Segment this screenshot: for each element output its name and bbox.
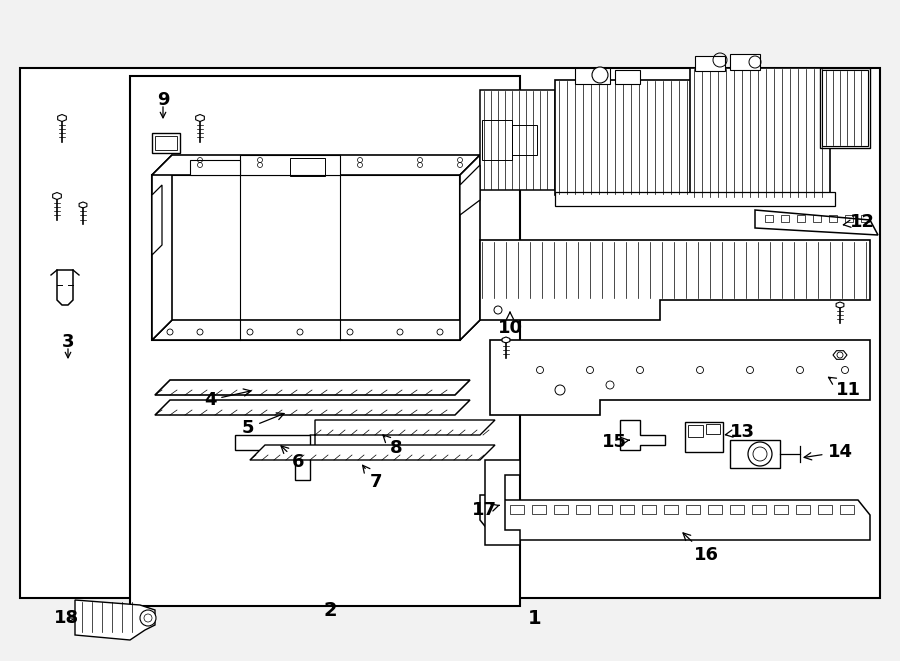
Polygon shape xyxy=(79,202,87,208)
Polygon shape xyxy=(75,600,155,640)
Bar xyxy=(695,56,725,71)
Bar xyxy=(706,424,720,434)
Bar xyxy=(818,505,832,514)
Text: 8: 8 xyxy=(383,435,402,457)
Polygon shape xyxy=(155,400,470,415)
Polygon shape xyxy=(190,160,240,175)
Text: 15: 15 xyxy=(601,433,629,451)
Polygon shape xyxy=(310,420,495,450)
Bar xyxy=(708,505,722,514)
Polygon shape xyxy=(235,435,310,480)
Polygon shape xyxy=(152,155,172,340)
Bar xyxy=(730,505,744,514)
Bar xyxy=(797,215,805,222)
Text: 16: 16 xyxy=(683,533,718,564)
Bar xyxy=(555,192,835,206)
Text: 5: 5 xyxy=(242,413,284,437)
Bar xyxy=(690,68,830,198)
Text: 7: 7 xyxy=(363,465,382,491)
Bar xyxy=(688,425,703,437)
Bar xyxy=(532,505,546,514)
Polygon shape xyxy=(460,155,480,340)
Polygon shape xyxy=(240,155,340,175)
Polygon shape xyxy=(480,240,870,320)
Bar xyxy=(555,80,695,195)
Bar xyxy=(620,505,634,514)
Bar xyxy=(796,505,810,514)
Bar xyxy=(155,136,177,150)
Bar xyxy=(752,505,766,514)
Polygon shape xyxy=(485,460,520,545)
Bar xyxy=(615,70,640,84)
Bar xyxy=(861,215,869,222)
Text: 14: 14 xyxy=(804,443,852,461)
Bar xyxy=(686,505,700,514)
Text: 3: 3 xyxy=(62,333,74,351)
Text: 10: 10 xyxy=(498,312,523,337)
Text: 4: 4 xyxy=(203,389,251,409)
Bar xyxy=(774,505,788,514)
Bar xyxy=(664,505,678,514)
Bar xyxy=(820,68,870,148)
Polygon shape xyxy=(755,210,878,235)
Bar xyxy=(642,505,656,514)
Polygon shape xyxy=(152,320,480,340)
Bar xyxy=(598,505,612,514)
Bar xyxy=(822,70,868,146)
Bar xyxy=(730,54,760,70)
Text: 17: 17 xyxy=(472,501,500,519)
Bar xyxy=(576,505,590,514)
Polygon shape xyxy=(502,337,510,343)
Text: 11: 11 xyxy=(829,377,860,399)
Circle shape xyxy=(748,442,772,466)
Bar xyxy=(829,215,837,222)
Bar xyxy=(781,215,789,222)
Bar xyxy=(845,215,853,222)
Bar xyxy=(575,68,610,84)
Text: 12: 12 xyxy=(843,213,875,231)
Bar xyxy=(482,120,512,160)
Polygon shape xyxy=(152,175,460,340)
Polygon shape xyxy=(152,155,480,175)
Polygon shape xyxy=(250,445,495,460)
Text: 1: 1 xyxy=(528,609,542,627)
Polygon shape xyxy=(58,114,67,122)
Bar xyxy=(510,505,524,514)
Bar xyxy=(130,76,520,606)
Circle shape xyxy=(592,67,608,83)
Polygon shape xyxy=(155,380,470,395)
Bar xyxy=(554,505,568,514)
Bar xyxy=(512,125,537,155)
Bar xyxy=(813,215,821,222)
Bar xyxy=(765,215,773,222)
Polygon shape xyxy=(490,340,870,415)
Bar xyxy=(20,68,880,598)
Polygon shape xyxy=(833,351,847,360)
Bar xyxy=(152,133,180,153)
Bar xyxy=(290,158,325,176)
Text: 13: 13 xyxy=(725,423,754,441)
Bar xyxy=(730,440,780,468)
Text: 6: 6 xyxy=(281,446,304,471)
Polygon shape xyxy=(53,192,61,200)
Circle shape xyxy=(140,610,156,626)
Bar xyxy=(840,505,854,514)
Polygon shape xyxy=(195,114,204,122)
Polygon shape xyxy=(460,165,480,215)
Polygon shape xyxy=(620,420,665,450)
Polygon shape xyxy=(836,302,844,308)
Text: 9: 9 xyxy=(157,91,169,109)
Polygon shape xyxy=(152,185,162,255)
Polygon shape xyxy=(480,495,870,540)
Text: 2: 2 xyxy=(323,600,337,619)
Bar xyxy=(480,90,560,190)
Bar xyxy=(685,422,723,452)
Text: 18: 18 xyxy=(54,609,79,627)
